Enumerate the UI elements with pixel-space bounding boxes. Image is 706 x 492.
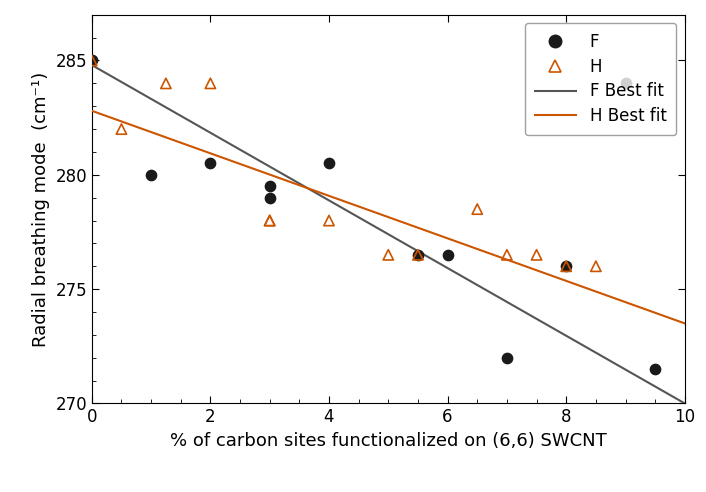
Point (442, 251, 453, 259)
Point (323, 159, 335, 167)
Point (323, 216, 335, 224)
Point (412, 251, 424, 259)
Point (561, 262, 572, 270)
Point (650, 491, 661, 492)
Point (264, 194, 275, 202)
Point (145, 171, 157, 179)
Point (412, 251, 424, 259)
Point (501, 354, 513, 362)
Point (264, 216, 275, 224)
Point (205, 159, 216, 167)
Point (531, 251, 542, 259)
Point (86, 57, 97, 64)
Point (116, 125, 127, 133)
Point (472, 205, 483, 213)
Point (650, 365, 661, 373)
Legend: F, H, F Best fit, H Best fit: F, H, F Best fit, H Best fit (525, 23, 676, 135)
Point (561, 262, 572, 270)
X-axis label: % of carbon sites functionalized on (6,6) SWCNT: % of carbon sites functionalized on (6,6… (170, 432, 606, 450)
Point (160, 79, 172, 87)
Point (264, 216, 275, 224)
Point (264, 183, 275, 190)
Point (501, 251, 513, 259)
Point (383, 251, 394, 259)
Y-axis label: Radial breathing mode  (cm⁻¹): Radial breathing mode (cm⁻¹) (32, 71, 49, 347)
Point (205, 79, 216, 87)
Point (86, 57, 97, 64)
Point (620, 79, 631, 87)
Point (383, 480, 394, 488)
Point (590, 262, 602, 270)
